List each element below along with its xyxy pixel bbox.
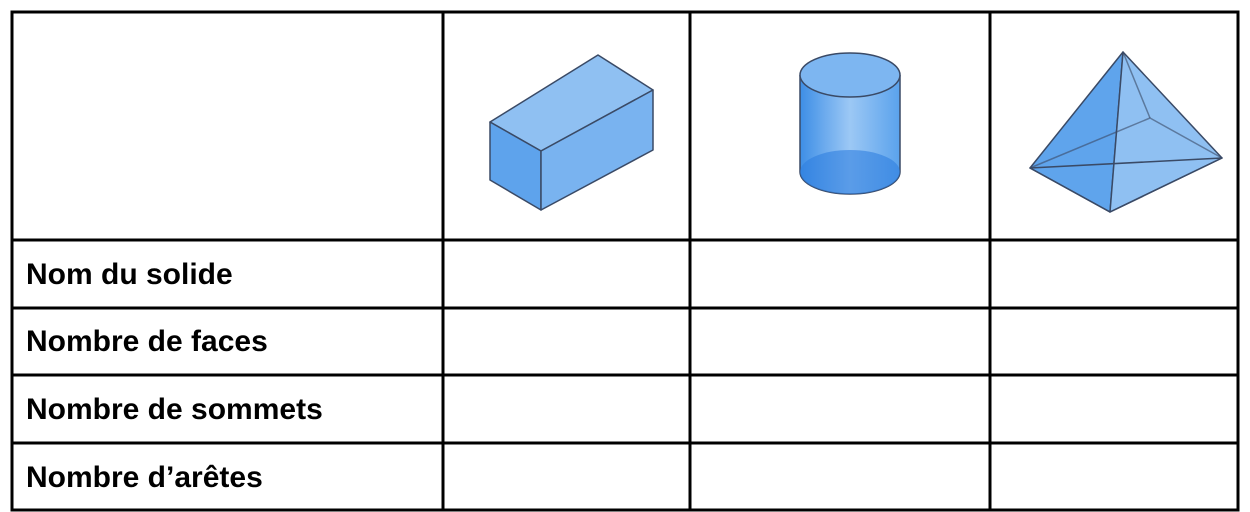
row-label: Nombre de faces [26,325,268,358]
row-label: Nombre de sommets [26,393,323,426]
row-label: Nombre d’arêtes [26,461,263,494]
cuboid-icon [489,54,654,211]
row-label: Nom du solide [26,258,233,291]
pyramid-icon [1029,51,1223,213]
table-grid [10,10,1240,512]
cylinder-icon [799,52,901,195]
